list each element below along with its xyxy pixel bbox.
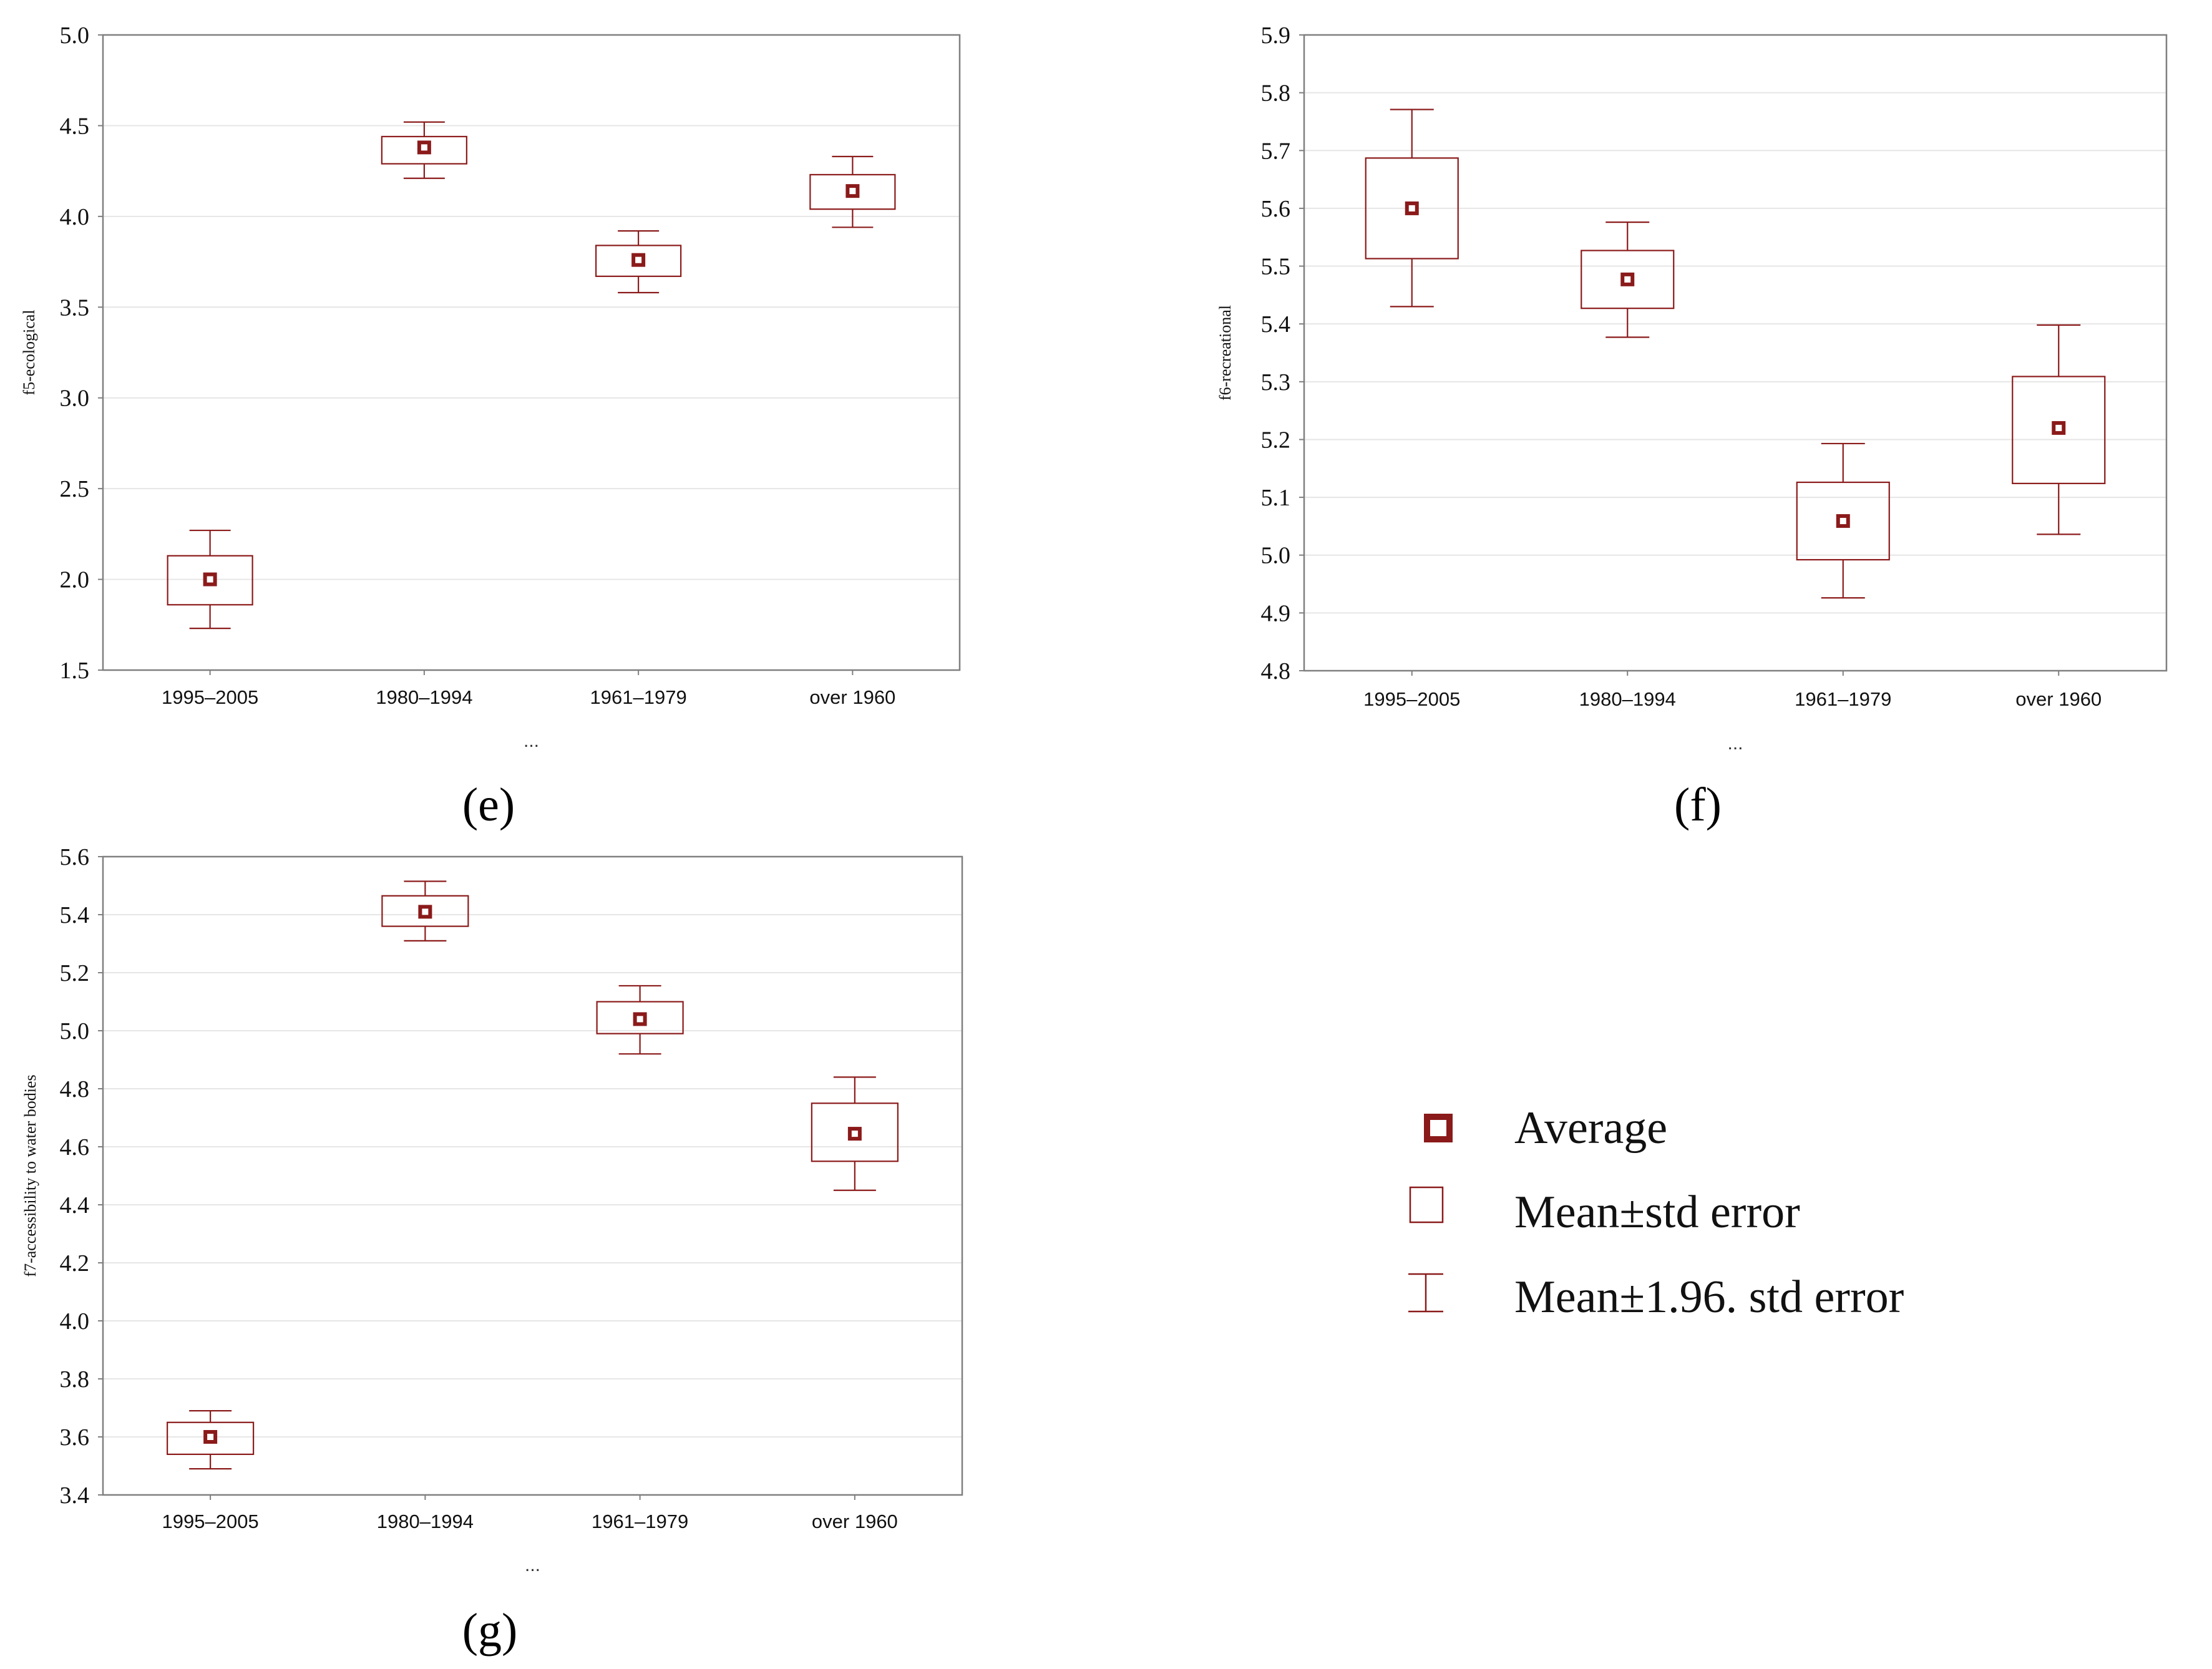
y-tick-label: 2.0 [60,567,90,593]
x-tick-label: over 1960 [2015,688,2102,710]
y-tick-label: 4.8 [1261,658,1291,684]
std-error-box [595,245,682,277]
y-tick-label: 4.8 [60,1076,90,1102]
x-tick-label: over 1960 [812,1511,898,1532]
y-axis-label: f7-accessibility to water bodies [21,1074,39,1277]
mean-marker [417,140,431,155]
y-tick-label: 4.0 [60,1308,90,1335]
mean-marker [1836,514,1850,528]
panel-label-f: (f) [1674,779,1722,831]
mean-marker [203,572,217,586]
y-tick-label: 5.2 [1261,427,1291,453]
mean-marker [845,184,860,198]
x-tick-label: 1980–1994 [377,1511,474,1532]
mean-marker [847,1127,862,1141]
average-marker-icon [1424,1114,1453,1142]
y-axis-label: f5-ecological [20,309,38,395]
x-tick-label: over 1960 [809,686,895,708]
y-tick-label: 5.6 [1261,196,1291,222]
chart-g: 3.4 3.6 3.8 4.0 4.2 4.4 4.6 4.8 5.0 5.2 5.4 5.6 1995… [21,844,963,1575]
x-tick-label: 1961–1979 [590,686,687,708]
std-error-box [2012,376,2106,484]
std-error-box [809,173,896,210]
chart-e: 1.5 2.0 2.5 3.0 3.5 4.0 4.5 5.0 1995–2005 1980–19… [20,22,961,751]
x-axis-label: ... [524,731,539,751]
x-axis-label: ... [525,1555,540,1575]
plot-frame [1303,34,2168,672]
y-tick-label: 4.0 [60,204,90,230]
y-tick-label: 3.5 [60,294,90,321]
y-tick-label: 5.1 [1261,485,1291,511]
y-tick-label: 5.8 [1261,80,1291,107]
x-tick-label: 1961–1979 [592,1511,688,1532]
y-axis-label: f6-recreational [1216,305,1234,401]
legend-label-std-error: Mean±std error [1514,1187,1800,1238]
y-tick-label: 3.8 [60,1366,90,1393]
y-tick-label: 4.4 [60,1192,90,1219]
y-tick-label: 5.3 [1261,369,1291,396]
y-tick-label: 5.9 [1261,22,1291,49]
plot-frame [102,34,961,671]
y-tick-label: 2.5 [60,476,90,502]
chart-f: 4.8 4.9 5.0 5.1 5.2 5.3 5.4 5.5 5.6 5.7 5.8 5.9 1995… [1216,22,2168,754]
y-tick-label: 4.9 [1261,600,1291,626]
y-tick-label: 5.0 [60,22,90,49]
y-tick-label: 5.4 [1261,311,1291,338]
mean-marker [418,905,432,919]
std-error-box [167,555,253,606]
x-tick-label: 1995–2005 [1363,688,1460,710]
legend: Average Mean±std error Mean±1.96. std er… [1408,1102,1904,1323]
panel-label-e: (e) [462,779,515,831]
y-tick-label: 3.0 [60,386,90,412]
y-tick-label: 4.6 [60,1134,90,1161]
x-tick-label: 1995–2005 [162,686,258,708]
y-tick-label: 5.7 [1261,138,1291,164]
y-tick-label: 5.5 [1261,254,1291,280]
y-tick-label: 3.6 [60,1424,90,1451]
std-error-box [381,895,469,927]
y-tick-label: 5.2 [60,960,90,986]
legend-label-ci: Mean±1.96. std error [1514,1272,1904,1323]
y-tick-label: 5.0 [60,1018,90,1044]
y-tick-label: 1.5 [60,658,90,684]
mean-marker [633,1012,647,1026]
legend-item-std-error: Mean±std error [1409,1186,1800,1238]
x-tick-label: 1995–2005 [162,1511,259,1532]
legend-item-ci: Mean±1.96. std error [1408,1272,1904,1323]
x-tick-label: 1961–1979 [1795,688,1891,710]
std-error-box [167,1421,255,1456]
y-tick-label: 5.6 [60,844,90,870]
x-axis-label: ... [1727,733,1743,754]
std-error-box [811,1102,899,1162]
y-tick-label: 5.4 [60,902,90,928]
legend-label-average: Average [1514,1102,1667,1154]
mean-marker [203,1430,218,1444]
x-tick-label: 1980–1994 [376,686,472,708]
plot-frame [102,855,963,1496]
mean-marker [1620,272,1635,286]
y-tick-label: 4.5 [60,113,90,139]
x-tick-label: 1980–1994 [1579,688,1676,710]
mean-marker [631,253,646,267]
std-error-box [1796,481,1890,561]
mean-marker [2052,421,2066,435]
std-error-box-icon [1409,1186,1444,1224]
std-error-box [1365,157,1459,260]
mean-marker [1405,201,1419,215]
y-tick-label: 5.0 [1261,543,1291,569]
std-error-box [596,1001,684,1034]
y-tick-label: 3.4 [60,1482,90,1509]
whisker-icon [1408,1273,1443,1313]
legend-item-average: Average [1424,1102,1667,1154]
panel-label-g: (g) [462,1604,518,1657]
y-tick-label: 4.2 [60,1250,90,1277]
std-error-box [1581,250,1675,309]
std-error-box [381,135,467,165]
